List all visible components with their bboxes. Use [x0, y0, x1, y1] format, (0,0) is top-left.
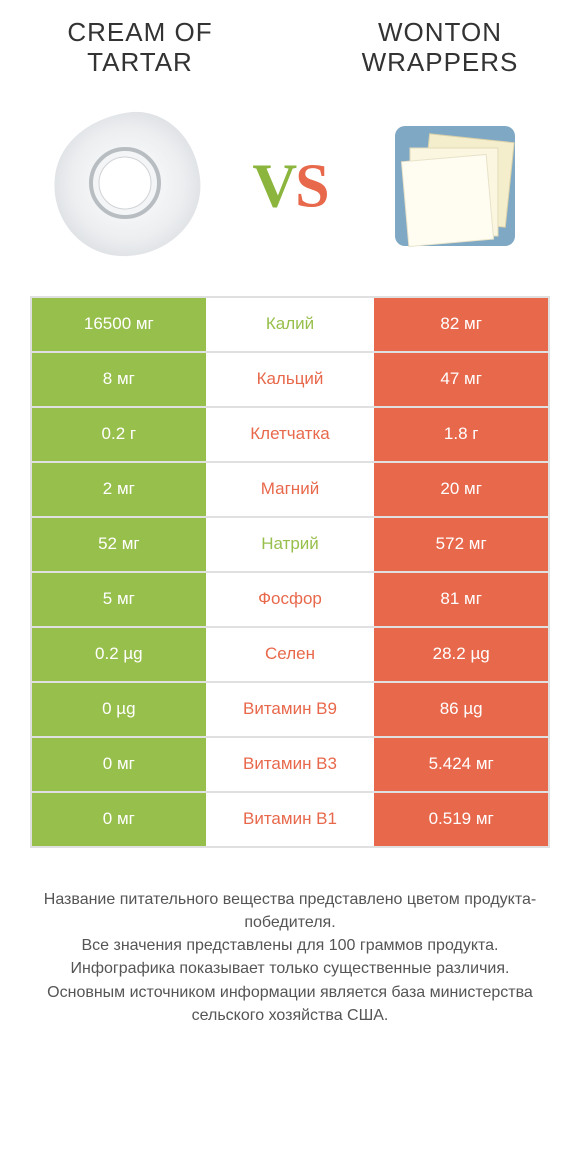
cell-left-value: 16500 мг: [32, 298, 206, 351]
cell-left-value: 2 мг: [32, 463, 206, 516]
footer-line: Все значения представлены для 100 граммо…: [30, 934, 550, 957]
cell-nutrient-label: Кальций: [206, 353, 375, 406]
table-row: 0 µgВитамин B986 µg: [32, 683, 548, 738]
vs-label: VS: [252, 151, 327, 222]
table-row: 5 мгФосфор81 мг: [32, 573, 548, 628]
cell-nutrient-label: Натрий: [206, 518, 375, 571]
title-line: Cream of: [67, 17, 212, 47]
footer-notes: Название питательного вещества представл…: [30, 888, 550, 1027]
cell-nutrient-label: Селен: [206, 628, 375, 681]
cell-left-value: 8 мг: [32, 353, 206, 406]
comparison-table: 16500 мгКалий82 мг8 мгКальций47 мг0.2 гК…: [30, 296, 550, 848]
cell-right-value: 28.2 µg: [374, 628, 548, 681]
footer-line: Основным источником информации является …: [30, 981, 550, 1027]
title-line: wrappers: [362, 47, 519, 77]
cell-right-value: 81 мг: [374, 573, 548, 626]
cell-nutrient-label: Магний: [206, 463, 375, 516]
product-right-image: [370, 98, 540, 268]
vs-v: V: [252, 152, 295, 220]
title-line: tartar: [87, 47, 193, 77]
footer-line: Инфографика показывает только существенн…: [30, 957, 550, 980]
product-left-image: [40, 98, 210, 268]
table-row: 0.2 µgСелен28.2 µg: [32, 628, 548, 683]
cell-left-value: 0.2 г: [32, 408, 206, 461]
cell-left-value: 0.2 µg: [32, 628, 206, 681]
table-row: 2 мгМагний20 мг: [32, 463, 548, 518]
cell-left-value: 52 мг: [32, 518, 206, 571]
images-row: VS: [0, 78, 580, 296]
cell-left-value: 0 µg: [32, 683, 206, 736]
table-row: 0 мгВитамин B35.424 мг: [32, 738, 548, 793]
cell-nutrient-label: Клетчатка: [206, 408, 375, 461]
cell-nutrient-label: Витамин B1: [206, 793, 375, 846]
cell-right-value: 572 мг: [374, 518, 548, 571]
cell-right-value: 82 мг: [374, 298, 548, 351]
title-line: Wonton: [378, 17, 502, 47]
table-row: 8 мгКальций47 мг: [32, 353, 548, 408]
product-left-title: Cream of tartar: [40, 18, 240, 78]
cell-left-value: 0 мг: [32, 738, 206, 791]
cell-right-value: 20 мг: [374, 463, 548, 516]
cell-left-value: 0 мг: [32, 793, 206, 846]
cell-right-value: 47 мг: [374, 353, 548, 406]
cell-nutrient-label: Витамин B9: [206, 683, 375, 736]
table-row: 0 мгВитамин B10.519 мг: [32, 793, 548, 848]
product-right-title: Wonton wrappers: [340, 18, 540, 78]
cell-nutrient-label: Витамин B3: [206, 738, 375, 791]
table-row: 0.2 гКлетчатка1.8 г: [32, 408, 548, 463]
cell-right-value: 1.8 г: [374, 408, 548, 461]
cell-nutrient-label: Фосфор: [206, 573, 375, 626]
cell-right-value: 0.519 мг: [374, 793, 548, 846]
cell-right-value: 5.424 мг: [374, 738, 548, 791]
cell-right-value: 86 µg: [374, 683, 548, 736]
table-row: 16500 мгКалий82 мг: [32, 298, 548, 353]
cell-nutrient-label: Калий: [206, 298, 375, 351]
header: Cream of tartar Wonton wrappers: [0, 0, 580, 78]
cell-left-value: 5 мг: [32, 573, 206, 626]
vs-s: S: [295, 152, 327, 220]
table-row: 52 мгНатрий572 мг: [32, 518, 548, 573]
footer-line: Название питательного вещества представл…: [30, 888, 550, 934]
